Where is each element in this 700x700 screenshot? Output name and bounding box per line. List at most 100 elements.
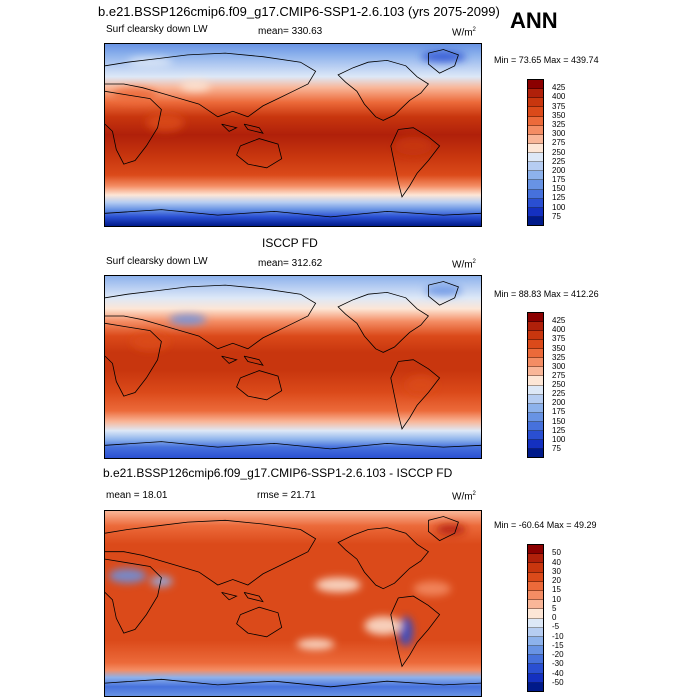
colorbar-swatch xyxy=(528,134,543,144)
colorbar-tick-label: 125 xyxy=(552,193,566,203)
colorbar-tick-label: 375 xyxy=(552,101,566,111)
panel3-heading: b.e21.BSSP126cmip6.f09_g17.CMIP6-SSP1-2.… xyxy=(103,466,453,480)
colorbar-tick-label: 400 xyxy=(552,325,566,335)
colorbar-swatch xyxy=(528,385,543,395)
colorbar-swatch xyxy=(528,367,543,377)
coastline xyxy=(105,678,481,688)
coastline xyxy=(221,123,238,132)
map-anomaly-region xyxy=(405,376,436,395)
colorbar-swatch xyxy=(528,673,543,683)
colorbar-tick-label: 150 xyxy=(552,416,566,426)
colorbar-swatch xyxy=(528,403,543,413)
colorbar-swatch xyxy=(528,340,543,350)
coastline xyxy=(337,59,429,121)
colorbar-tick-label: 175 xyxy=(552,407,566,417)
colorbar-tick-label: 175 xyxy=(552,175,566,185)
colorbar-tick-label: 5 xyxy=(552,603,557,613)
coastline xyxy=(390,359,441,430)
panel1-variable: Surf clearsky down LW xyxy=(106,24,208,35)
colorbar-tick-label: -30 xyxy=(552,659,564,669)
coastline xyxy=(427,281,459,306)
colorbar-tick-label: 15 xyxy=(552,585,561,595)
colorbar-swatch xyxy=(528,116,543,126)
panel3-units: W/m2 xyxy=(452,491,476,503)
panel2-mean: mean= 312.62 xyxy=(258,258,323,269)
season-label: ANN xyxy=(510,8,558,33)
map-anomaly-region xyxy=(315,577,361,593)
colorbar-tick-label: 150 xyxy=(552,184,566,194)
colorbar-tick-label: 425 xyxy=(552,316,566,326)
colorbar-swatch xyxy=(528,618,543,628)
colorbar-tick-label: 30 xyxy=(552,566,561,576)
coastline xyxy=(390,127,441,198)
panel2-map xyxy=(104,275,482,459)
panel1-map xyxy=(104,43,482,227)
map-field xyxy=(105,511,481,696)
coastline xyxy=(221,592,238,601)
coastline xyxy=(105,519,317,586)
panel3-map xyxy=(104,510,482,697)
panel2-variable: Surf clearsky down LW xyxy=(106,256,208,267)
colorbar-tick-label: 200 xyxy=(552,165,566,175)
map-field xyxy=(105,276,481,458)
colorbar-tick-label: 20 xyxy=(552,576,561,585)
panel2-minmax: Min = 88.83 Max = 412.26 xyxy=(494,289,599,299)
map-field xyxy=(105,44,481,226)
colorbar-tick-label: 350 xyxy=(552,343,566,353)
colorbar-tick-label: 225 xyxy=(552,156,566,166)
colorbar-tick-label: 325 xyxy=(552,352,566,362)
colorbar-swatch xyxy=(528,207,543,217)
colorbar-swatch xyxy=(528,572,543,582)
coastline xyxy=(105,441,481,450)
panel3-colorbar xyxy=(527,544,544,692)
colorbar-tick-label: 300 xyxy=(552,129,566,139)
map-anomaly-region xyxy=(108,568,147,584)
map-anomaly-region xyxy=(127,56,173,68)
panel3-minmax: Min = -60.64 Max = 49.29 xyxy=(494,520,597,530)
panel2-colorbar xyxy=(527,312,544,458)
coastline xyxy=(390,595,441,668)
colorbar-swatch xyxy=(528,171,543,181)
panel2-units: W/m2 xyxy=(452,259,476,271)
map-anomaly-region xyxy=(296,638,335,650)
colorbar-swatch xyxy=(528,439,543,449)
colorbar-tick-label: -20 xyxy=(552,650,564,659)
colorbar-swatch xyxy=(528,448,543,457)
colorbar-swatch xyxy=(528,590,543,601)
coastline xyxy=(236,370,283,401)
colorbar-tick-label: 325 xyxy=(552,119,566,129)
colorbar-swatch xyxy=(528,581,543,591)
colorbar-swatch xyxy=(528,554,543,564)
colorbar-swatch xyxy=(528,358,543,368)
colorbar-tick-label: 75 xyxy=(552,443,561,453)
colorbar-swatch xyxy=(528,376,543,386)
coastline xyxy=(105,558,162,634)
map-anomaly-region xyxy=(131,332,169,351)
colorbar-tick-label: -50 xyxy=(552,677,564,687)
colorbar-tick-label: 40 xyxy=(552,557,561,567)
colorbar-tick-label: 0 xyxy=(552,613,557,622)
colorbar-swatch xyxy=(528,545,543,555)
map-anomaly-region xyxy=(150,575,173,587)
coastline xyxy=(221,355,238,364)
panel2-heading: ISCCP FD xyxy=(262,236,318,250)
coastline xyxy=(105,284,317,350)
panel3-mean: mean = 18.01 xyxy=(106,490,168,501)
colorbar-tick-label: 275 xyxy=(552,370,566,380)
colorbar-tick-label: 50 xyxy=(552,548,561,558)
colorbar-tick-label: 75 xyxy=(552,211,561,221)
panel1-colorbar xyxy=(527,79,544,226)
coastline xyxy=(243,123,264,134)
colorbar-swatch xyxy=(528,180,543,190)
colorbar-swatch xyxy=(528,412,543,422)
colorbar-swatch xyxy=(528,313,543,323)
map-anomaly-region xyxy=(394,136,433,156)
map-anomaly-region xyxy=(146,113,184,132)
colorbar-tick-label: 10 xyxy=(552,594,561,604)
colorbar-tick-label: 225 xyxy=(552,389,566,399)
colorbar-tick-label: 400 xyxy=(552,92,566,102)
colorbar-swatch xyxy=(528,430,543,440)
panel1-mean: mean= 330.63 xyxy=(258,26,323,37)
colorbar-swatch xyxy=(528,89,543,99)
colorbar-swatch xyxy=(528,153,543,163)
